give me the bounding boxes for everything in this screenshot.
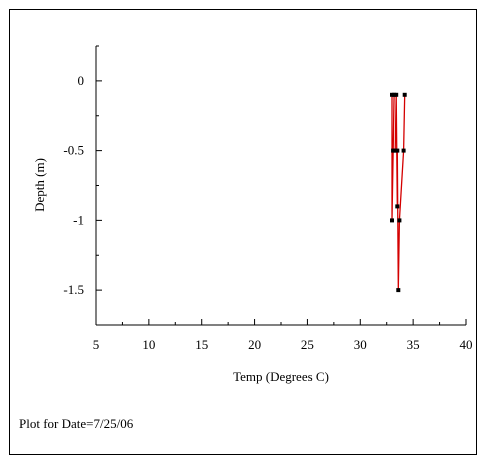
data-point-marker <box>390 218 394 223</box>
data-point-marker <box>390 92 394 97</box>
x-tick-label: 35 <box>407 337 420 352</box>
data-point-marker <box>397 218 402 223</box>
x-tick-label: 20 <box>248 337 261 352</box>
plot-date-caption: Plot for Date=7/25/06 <box>19 416 133 432</box>
ticks: 5 10 15 20 25 30 35 40 0 -0.5 -1 -1.5 <box>63 45 473 352</box>
x-tick-label: 10 <box>142 337 155 352</box>
y-tick-label: -1.5 <box>63 282 84 297</box>
caption-date: 7/25/06 <box>93 416 134 431</box>
x-tick-label: 15 <box>195 337 208 352</box>
x-tick-label: 40 <box>460 337 473 352</box>
x-axis-label: Temp (Degrees C) <box>233 369 329 384</box>
x-tick-label: 30 <box>354 337 367 352</box>
x-tick-label: 5 <box>93 337 100 352</box>
data-point-marker <box>395 204 400 209</box>
data-point-marker <box>392 92 397 97</box>
y-tick-label: -0.5 <box>63 143 84 158</box>
data-point-marker <box>396 288 401 293</box>
x-tick-label: 25 <box>301 337 314 352</box>
data-point-marker <box>393 148 398 153</box>
series-layer <box>390 92 407 293</box>
caption-prefix: Plot for Date= <box>19 416 94 431</box>
series-line <box>391 94 406 291</box>
y-tick-label: -1 <box>73 212 84 227</box>
y-tick-label: 0 <box>78 73 85 88</box>
data-point-marker <box>401 148 406 153</box>
data-point-marker <box>395 148 400 153</box>
data-point-marker <box>391 148 396 153</box>
data-point-marker <box>402 92 407 97</box>
y-axis-label: Depth (m) <box>32 158 47 212</box>
data-point-marker <box>394 92 399 97</box>
axes <box>95 46 466 326</box>
